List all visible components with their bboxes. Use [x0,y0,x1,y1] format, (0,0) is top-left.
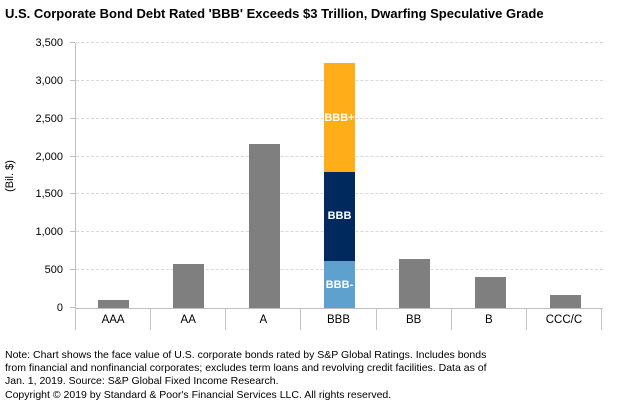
bar-segment-label: BBB+ [324,111,355,124]
bar-cell-aa [151,43,226,308]
bar-segment [549,295,581,308]
x-tick-label-ccc-c: CCC/C [527,309,602,330]
bar-segment [474,276,506,308]
footnote-line: Note: Chart shows the face value of U.S.… [5,349,487,361]
bar-ccc-c [549,43,581,308]
chart-title: U.S. Corporate Bond Debt Rated 'BBB' Exc… [5,6,544,21]
y-axis-title-text: (Bil. $) [4,159,16,192]
y-tick-label: 2,000 [35,150,63,163]
bar-cell-b [452,43,527,308]
footnote-block: Note: Chart shows the face value of U.S.… [5,349,627,402]
bar-bb [399,43,431,308]
bar-segment [399,258,431,308]
bar-bbb: BBB+ BBB BBB- [323,43,355,308]
y-tick-label: 3,000 [35,74,63,87]
x-tick-label-aa: AA [151,309,227,330]
x-tick-label-a: A [226,309,302,330]
x-tick-label-b: B [452,309,527,330]
x-tick-label-bb: BB [377,309,452,330]
y-tick-mark [70,117,75,119]
footnote-line: from financial and nonfinancial corporat… [5,362,487,375]
gridline [76,42,603,43]
y-tick-mark [70,79,75,81]
y-tick-mark [70,155,75,157]
plot-area: 0 500 1,000 1,500 2,000 2,500 3,000 3,500 BBB+ B… [35,37,603,314]
bar-segment-label: BBB [327,210,352,223]
bar-cell-ccc-c [528,43,603,308]
bar-a [248,43,280,308]
bar-cell-aaa [76,43,151,308]
bar-segment-bbbminus: BBB- [323,261,355,308]
y-tick-label: 0 [56,302,63,314]
bar-segment [98,300,130,308]
bar-segment-bbbplus: BBB+ [323,63,355,172]
bars-layer: BBB+ BBB BBB- [76,43,603,308]
y-tick-label: 500 [44,264,63,277]
copyright-line: Copyright © 2019 by Standard & Poor's Fi… [5,388,392,401]
bar-segment-label: BBB- [325,278,354,291]
bar-cell-a [227,43,302,308]
y-tick-label: 3,500 [35,37,63,49]
y-tick-mark [70,231,75,233]
y-tick-label: 1,500 [35,188,63,201]
bar-aa [173,43,205,308]
y-tick-label: 2,500 [35,112,63,125]
bar-segment [248,143,280,308]
y-tick-label: 1,000 [35,226,63,239]
y-tick-mark [70,269,75,271]
bar-cell-bbb: BBB+ BBB BBB- [302,43,377,308]
y-tick-mark [70,307,75,308]
bar-segment [173,264,205,308]
bar-b [474,43,506,308]
y-tick-mark [70,42,75,43]
x-tick-label-aaa: AAA [75,309,152,330]
x-tick-label-bbb: BBB [301,309,377,330]
bar-aaa [98,43,130,308]
x-axis-category-band: AAA AA A BBB BB B CCC/C [75,309,602,330]
bar-segment-bbb: BBB [323,171,355,262]
bar-cell-bb [377,43,452,308]
y-tick-mark [70,193,75,195]
footnote-line: Jan. 1, 2019. Source: S&P Global Fixed I… [5,375,279,388]
